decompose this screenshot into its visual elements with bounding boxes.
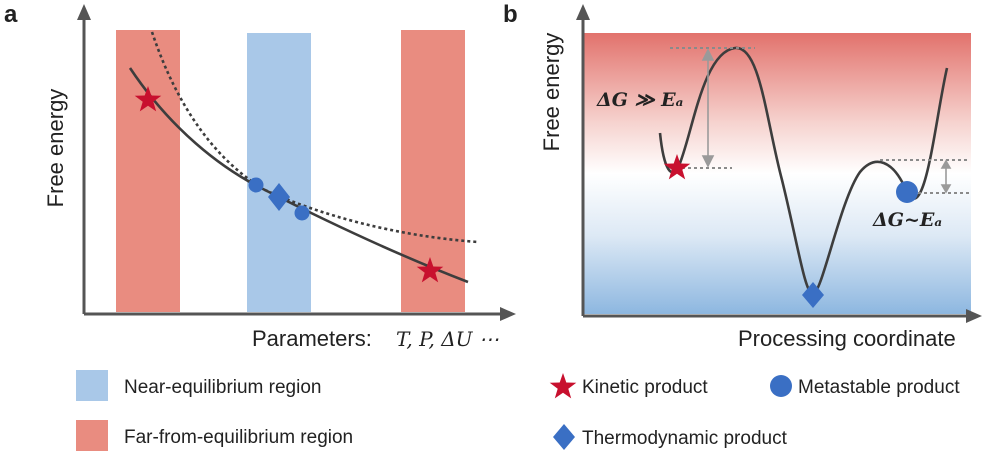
- panel-a-ylabel: Free energy: [43, 89, 68, 208]
- legend-far-from-equilibrium: Far-from-equilibrium region: [124, 427, 353, 448]
- metastable-product-circle-icon: [896, 181, 918, 203]
- legend-kinetic-product: Kinetic product: [582, 377, 708, 398]
- legend-star-icon: [549, 373, 577, 399]
- panel-b-axes: [576, 4, 982, 323]
- panel-a-xlabel-math: T, P, ΔU ⋯: [396, 327, 499, 351]
- metastable-product-circle-icon: [248, 177, 264, 193]
- legend-thermodynamic-product: Thermodynamic product: [582, 428, 788, 449]
- kinetic-product-star-icon: [134, 86, 162, 112]
- panel-b-ylabel: Free energy: [539, 33, 564, 152]
- energy-gradient-background: [583, 33, 971, 314]
- far-from-equilibrium-swatch: [76, 420, 108, 451]
- legend-metastable-product: Metastable product: [798, 377, 960, 398]
- legend-diamond-icon: [553, 424, 575, 450]
- kinetic-product-star-icon: [663, 154, 691, 180]
- near-equilibrium-region: [247, 33, 311, 312]
- energy-gap-arrows: [701, 48, 952, 194]
- panel-a-xlabel: Parameters:: [252, 326, 372, 351]
- panel-a-letter: a: [4, 1, 18, 28]
- legend-circle-icon: [770, 375, 792, 397]
- metastable-product-circle-icon: [294, 205, 310, 221]
- legend-near-equilibrium: Near-equilibrium region: [124, 377, 321, 398]
- thermodynamic-product-diamond-icon: [802, 282, 824, 308]
- panel-b-letter: b: [503, 1, 518, 28]
- far-equilibrium-region-right: [401, 30, 465, 312]
- large-barrier-annotation: ΔG ≫ Eₐ: [596, 89, 683, 111]
- kinetic-product-star-icon: [416, 257, 444, 283]
- near-equilibrium-swatch: [76, 370, 108, 401]
- legend: Near-equilibrium region Far-from-equilib…: [76, 370, 960, 451]
- panel-a-equilibrium-curve: [150, 31, 479, 244]
- panel-a-axes: [77, 4, 516, 321]
- small-barrier-annotation: ΔG~Eₐ: [872, 209, 942, 231]
- thermodynamic-product-diamond-icon: [268, 183, 290, 211]
- energy-reference-lines: [670, 47, 970, 194]
- far-equilibrium-region-left: [116, 30, 180, 312]
- panel-b-xlabel: Processing coordinate: [738, 326, 956, 351]
